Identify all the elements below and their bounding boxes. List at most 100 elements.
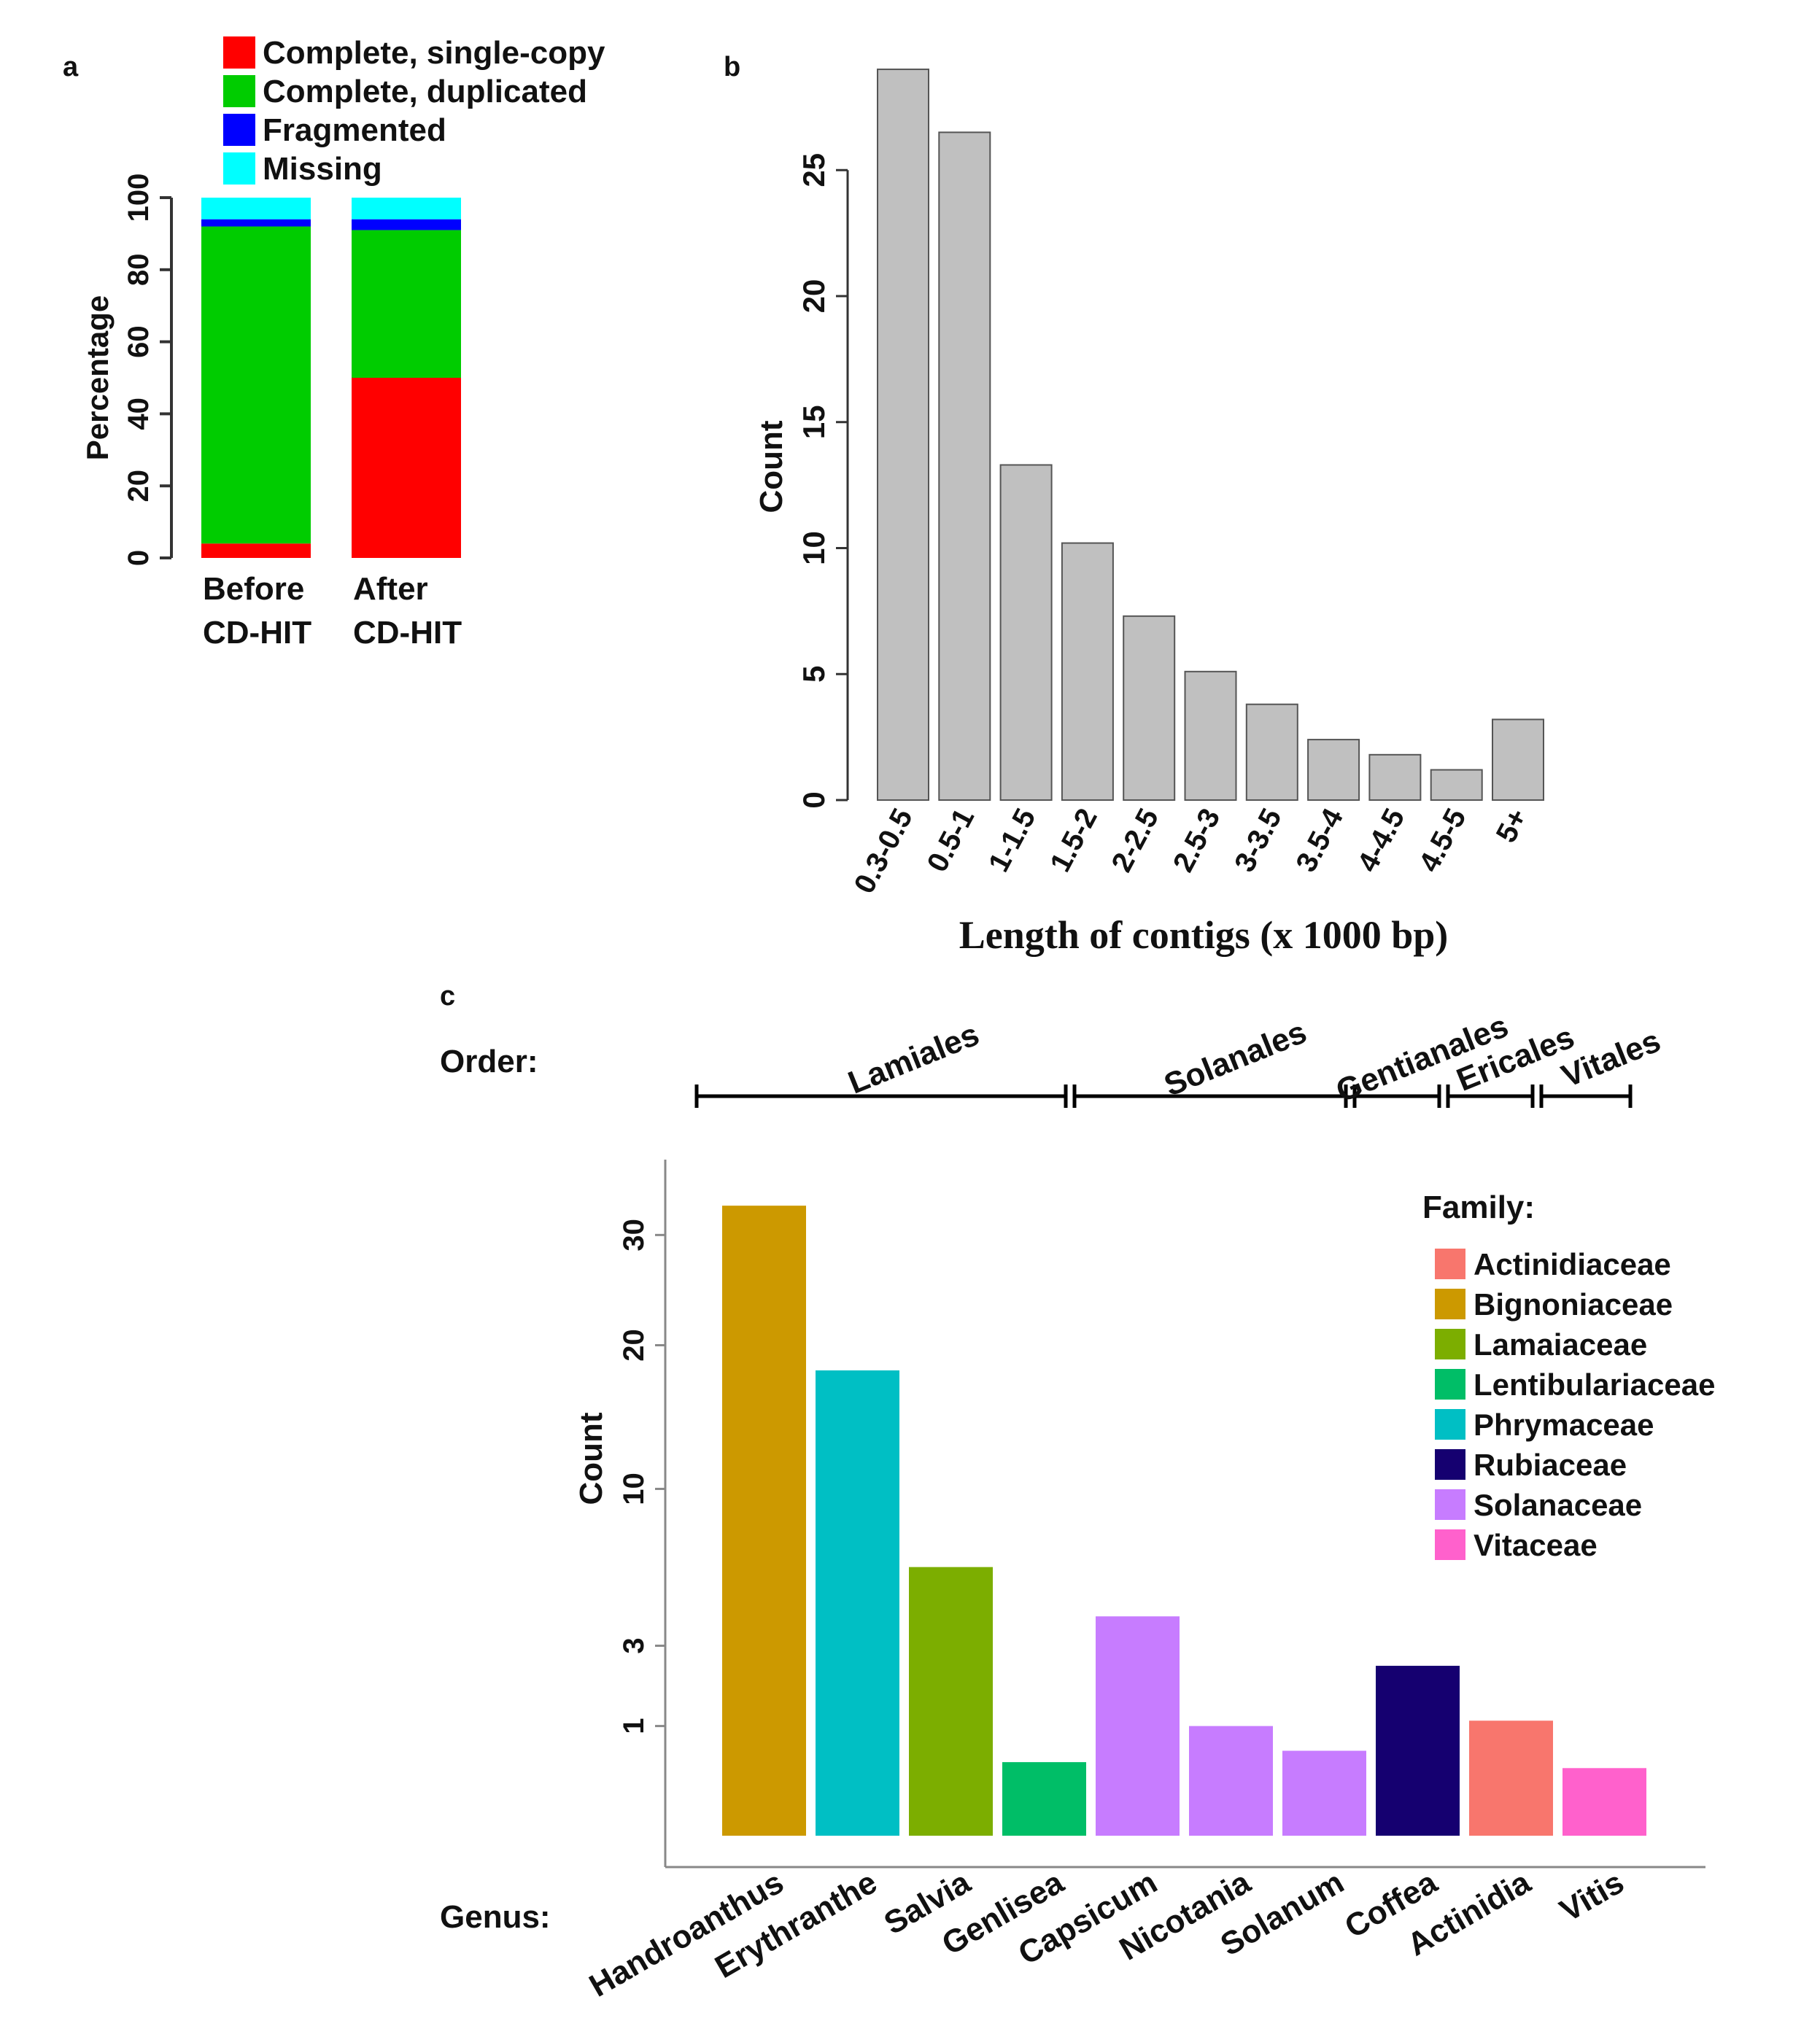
family-legend-label: Lentibulariaceae	[1474, 1367, 1715, 1402]
histogram-bar	[877, 69, 929, 802]
panel-b-letter: b	[724, 52, 740, 82]
panel-b-histogram: 0 5 10 15 20 25 Count 0.3-0.5 0.5-1 1-1.5 1.5-2 2-2…	[754, 69, 1544, 957]
genus-bar	[909, 1567, 993, 1836]
y-tick-label: 25	[797, 153, 831, 187]
y-tick-label: 100	[123, 174, 155, 222]
histogram-bar	[999, 464, 1053, 801]
x-tick-label: 0.5-1	[921, 804, 981, 877]
histogram-bar	[938, 131, 991, 802]
y-tick-label: 80	[123, 254, 155, 287]
panel-c-letter: c	[440, 981, 455, 1012]
x-axis-title: Length of contigs (x 1000 bp)	[959, 913, 1449, 957]
x-tick-label: 3-3.5	[1228, 804, 1288, 877]
legend-swatch	[223, 114, 255, 146]
genus-bar	[816, 1370, 899, 1836]
y-tick-label: 1	[618, 1718, 650, 1734]
x-tick-label: 1-1.5	[983, 804, 1042, 877]
family-legend-swatch	[1435, 1289, 1465, 1319]
legend-swatch	[223, 152, 255, 185]
family-legend-label: Phrymaceae	[1474, 1408, 1654, 1442]
family-legend-label: Vitaceae	[1474, 1528, 1598, 1562]
stacked-bar-segment	[352, 198, 461, 220]
x-tick-label: 2.5-3	[1167, 804, 1227, 877]
histogram-bar	[1430, 769, 1483, 802]
order-label: Vitales	[1557, 1023, 1665, 1094]
histogram-bar	[1368, 753, 1422, 802]
family-legend-swatch	[1435, 1409, 1465, 1440]
x-tick-label: 5+	[1490, 804, 1534, 848]
panel-c-genus-bar-chart: 13102030CountHandroanthusErythrantheSalv…	[440, 1008, 1715, 2004]
y-tick-label: 40	[123, 397, 155, 430]
family-legend-label: Bignoniaceae	[1474, 1287, 1673, 1322]
y-tick-label: 30	[618, 1219, 650, 1252]
genus-bar	[1282, 1750, 1366, 1836]
y-tick-label: 0	[123, 550, 155, 566]
stacked-bar-segment	[201, 226, 311, 544]
y-tick-label: 10	[797, 531, 831, 565]
genus-bar	[1002, 1762, 1086, 1836]
histogram-bar	[1307, 739, 1360, 802]
genus-axis-label: Genus:	[440, 1899, 551, 1935]
family-legend-swatch	[1435, 1249, 1465, 1279]
genus-bar	[1376, 1666, 1460, 1836]
family-legend-swatch	[1435, 1369, 1465, 1400]
y-tick-label: 3	[618, 1637, 650, 1653]
x-tick-label: 1.5-2	[1044, 804, 1104, 877]
x-tick-label: 4.5-5	[1413, 804, 1473, 877]
legend-label: Missing	[263, 151, 382, 187]
legend-swatch	[223, 75, 255, 107]
x-tick-label: 2-2.5	[1105, 804, 1165, 877]
genus-label: Vitis	[1554, 1864, 1630, 1928]
stacked-bar-segment	[201, 198, 311, 220]
stacked-bar-segment	[201, 543, 311, 558]
order-label: Solanales	[1159, 1014, 1312, 1103]
legend-label: Complete, single-copy	[263, 35, 605, 71]
y-tick-label: 20	[797, 279, 831, 314]
y-tick-label: 0	[797, 791, 831, 808]
x-category-label: CD-HIT	[203, 615, 311, 651]
y-tick-label: 20	[618, 1329, 650, 1362]
histogram-bar	[1184, 670, 1237, 801]
genus-bar	[1563, 1768, 1646, 1836]
family-legend-title: Family:	[1422, 1190, 1535, 1225]
stacked-bar-segment	[201, 219, 311, 227]
family-legend-label: Rubiaceae	[1474, 1448, 1627, 1482]
histogram-bar	[1123, 615, 1176, 801]
legend-swatch	[223, 36, 255, 69]
y-axis-title: Count	[573, 1412, 609, 1505]
genus-bar	[1096, 1616, 1180, 1836]
y-tick-label: 10	[618, 1473, 650, 1505]
order-label: Lamiales	[843, 1017, 984, 1101]
panel-a-stacked-bar-chart: 0 20 40 60 80 100 Percentage Before CD-HIT After C…	[80, 35, 605, 651]
histogram-bar	[1245, 703, 1298, 802]
family-legend-label: Lamaiaceae	[1474, 1327, 1647, 1362]
histogram-bar	[1492, 718, 1544, 801]
family-legend-swatch	[1435, 1449, 1465, 1480]
stacked-bar-segment	[352, 219, 461, 230]
family-legend-swatch	[1435, 1489, 1465, 1520]
y-tick-label: 20	[123, 470, 155, 503]
y-axis-title: Count	[754, 420, 789, 513]
stacked-bar-segment	[352, 378, 461, 558]
genus-bar	[1189, 1726, 1273, 1836]
stacked-bar-segment	[352, 230, 461, 378]
legend-label: Complete, duplicated	[263, 74, 587, 109]
order-axis-label: Order:	[440, 1044, 538, 1079]
y-tick-label: 15	[797, 405, 831, 439]
y-axis-title: Percentage	[80, 295, 115, 460]
family-legend-label: Solanaceae	[1474, 1488, 1642, 1522]
x-category-label: Before	[203, 571, 304, 607]
genus-bar	[1469, 1720, 1553, 1836]
histogram-bar	[1061, 542, 1114, 802]
family-legend-swatch	[1435, 1529, 1465, 1560]
x-category-label: CD-HIT	[353, 615, 462, 651]
panel-a-letter: a	[63, 52, 79, 82]
x-tick-label: 0.3-0.5	[848, 804, 919, 899]
family-legend-swatch	[1435, 1329, 1465, 1359]
x-tick-label: 3.5-4	[1290, 803, 1349, 877]
x-tick-label: 4-4.5	[1352, 804, 1412, 877]
x-category-label: After	[353, 571, 428, 607]
y-tick-label: 60	[123, 325, 155, 358]
legend-label: Fragmented	[263, 112, 446, 148]
